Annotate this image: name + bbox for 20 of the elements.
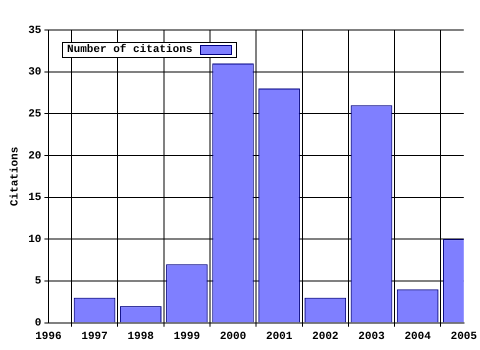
x-tick-label: 1998 [128,331,154,344]
legend-label: Number of citations [67,44,192,56]
x-tick-label: 2003 [358,331,386,344]
x-tick-label: 2001 [266,331,293,344]
y-tick-label: 15 [28,192,42,204]
y-tick-label: 30 [28,66,42,79]
y-tick-label: 35 [28,24,42,37]
x-tick-label: 2000 [220,331,246,344]
y-tick-label: 5 [34,276,42,288]
y-tick-label: 10 [28,234,42,246]
x-tick-label: 2002 [312,331,339,344]
x-tick-label: 1996 [35,331,62,344]
y-tick-label: 0 [34,318,42,330]
y-tick-label: 25 [28,108,42,120]
x-tick-label: 1997 [81,331,108,344]
x-tick-label: 2005 [450,331,478,344]
y-tick-label: 20 [28,150,42,162]
x-tick-label: 2004 [404,331,432,344]
y-axis-title: Citations [9,146,22,206]
x-tick-label: 1999 [174,331,200,344]
